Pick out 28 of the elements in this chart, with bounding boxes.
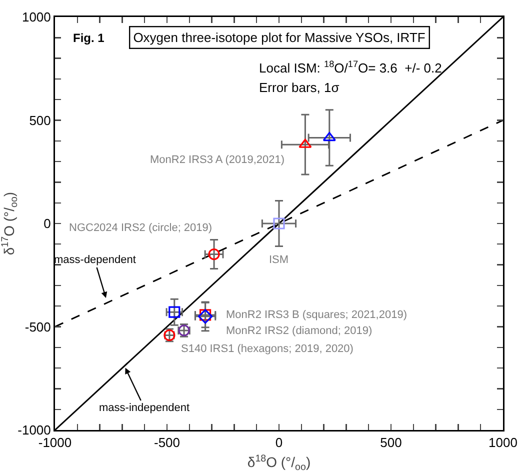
annotation: NGC2024 IRS2 (circle; 2019) xyxy=(69,222,212,234)
point xyxy=(168,306,180,318)
annotation: Fig. 1 xyxy=(73,31,105,45)
y-tick-label: -1000 xyxy=(18,422,51,438)
point xyxy=(322,132,336,142)
annotation: S140 IRS1 (hexagons; 2019, 2020) xyxy=(181,343,354,355)
annotation: Local ISM: $^{18}$O/$^{17}$O= 3.6 +/- 0.2 xyxy=(259,59,442,76)
annotation: MonR2 IRS3 B (squares; 2021,2019) xyxy=(226,309,407,321)
annotation: MonR2 IRS3 A (2019,2021) xyxy=(150,154,285,166)
y-tick-label: -500 xyxy=(24,319,51,334)
annotation: mass-dependent xyxy=(54,254,136,266)
point xyxy=(298,138,312,148)
annotation: ISM xyxy=(269,254,289,266)
annotation: Error bars, 1σ xyxy=(259,80,340,95)
y-tick-label: 1000 xyxy=(22,10,51,25)
point xyxy=(208,248,220,260)
x-axis-title: δ$^{18}$O (°/$_{oo}$) xyxy=(247,453,311,474)
y-tick-label: 0 xyxy=(44,216,51,232)
text: Oxygen three-isotope plot for Massive YSOs, IRTF xyxy=(133,30,426,46)
annotation: MonR2 IRS2 (diamond; 2019) xyxy=(226,325,372,337)
x-tick-label: 0 xyxy=(275,435,283,450)
x-tick-label: 500 xyxy=(380,435,402,450)
x-tick-label: -500 xyxy=(154,435,180,450)
annotation: mass-independent xyxy=(99,402,190,414)
point xyxy=(198,309,213,324)
y-tick-label: 500 xyxy=(29,112,51,128)
point xyxy=(273,218,285,230)
x-tick-label: 1000 xyxy=(488,435,518,450)
